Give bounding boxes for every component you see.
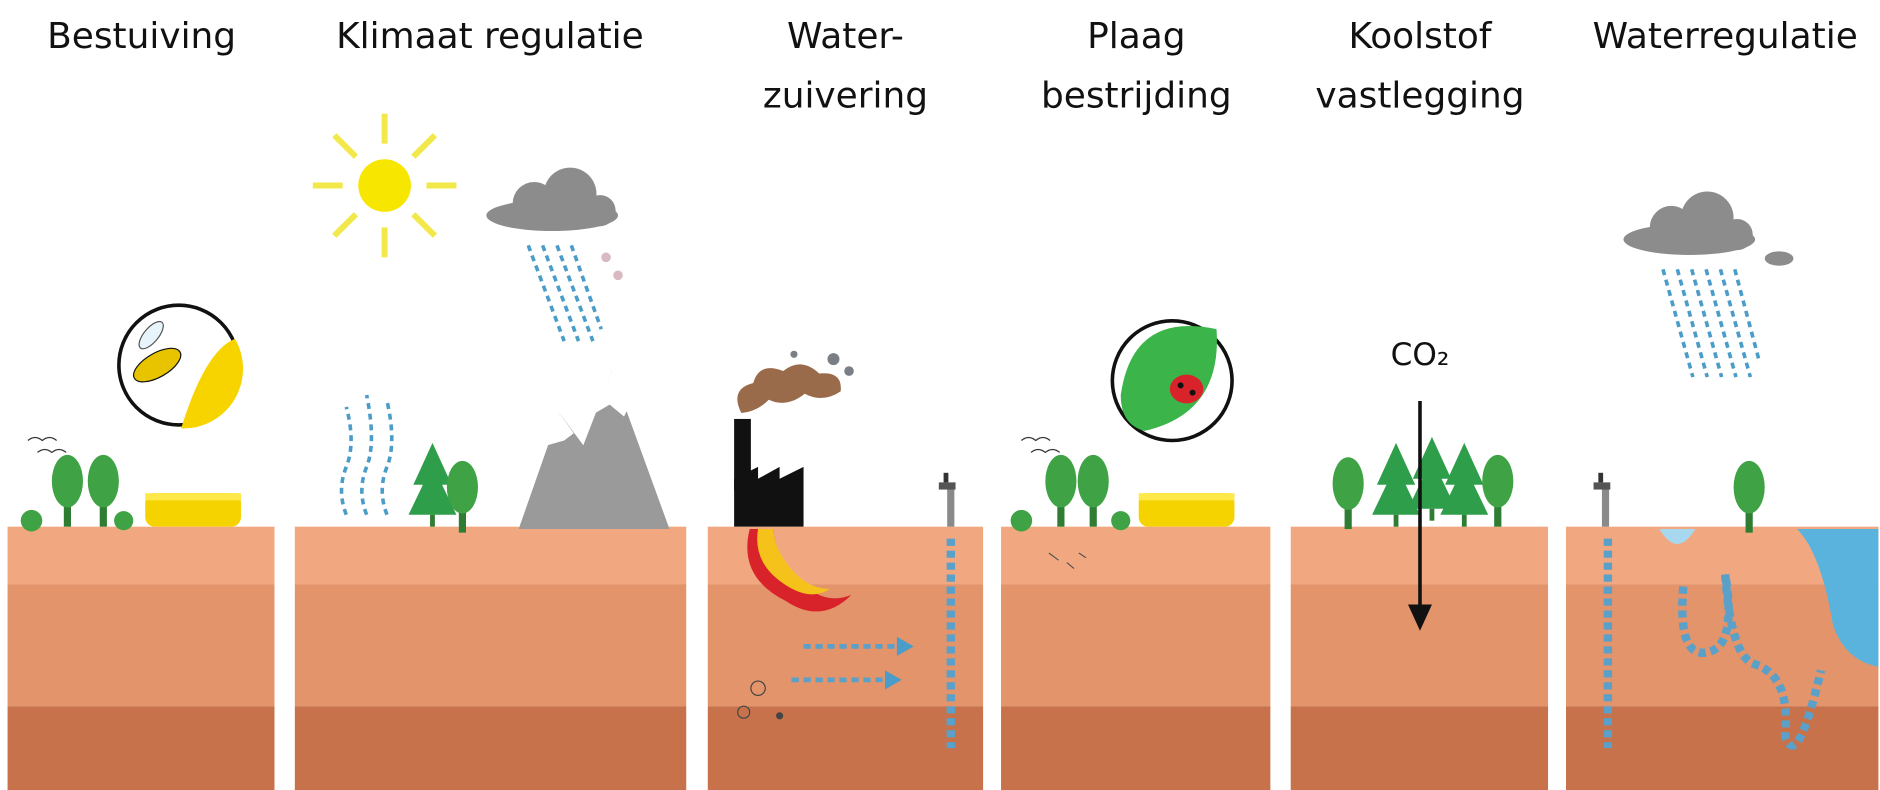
diagram: Bestuiving Klimaat regulatie Water-zuiveri… <box>0 0 1880 790</box>
illustration-shape <box>776 712 783 719</box>
co2-label: CO₂ <box>1391 337 1450 373</box>
illustration-shape <box>1333 457 1364 529</box>
illustration-shape <box>1078 455 1109 527</box>
illustration-shape <box>1011 510 1033 532</box>
soil-middle <box>1001 584 1270 706</box>
illustration-shape <box>1372 443 1420 527</box>
panel-title: vastlegging <box>1315 76 1524 117</box>
illustration-shape <box>734 467 803 527</box>
illustration-shape <box>1440 443 1488 527</box>
illustration-shape <box>358 159 411 212</box>
labels: Bestuiving Klimaat regulatie Water-zuiveri… <box>47 16 1858 373</box>
illustration-shape <box>1190 390 1196 396</box>
illustration-shape <box>145 493 241 527</box>
illustration-shape <box>1623 192 1755 255</box>
illustration-shape <box>334 214 356 236</box>
panel-title: Plaag <box>1087 16 1185 57</box>
illustration-shape <box>1170 375 1204 404</box>
illustration-shape <box>8 527 1879 790</box>
panel-title: Water- <box>787 16 904 57</box>
illustration-shape <box>1734 461 1765 533</box>
illustration-shape <box>737 364 841 413</box>
illustration-shape <box>1663 269 1759 377</box>
illustration-shape <box>114 511 133 530</box>
soil-top <box>1001 527 1270 584</box>
illustration-shape <box>413 135 435 157</box>
soil-bottom <box>8 706 275 790</box>
soil-top <box>8 527 275 584</box>
soil-middle <box>8 584 275 706</box>
soil-bottom <box>1001 706 1270 790</box>
pollination-scene <box>21 305 243 531</box>
ground <box>8 527 1879 790</box>
soil-middle <box>295 584 686 706</box>
illustration-shape <box>342 395 392 515</box>
illustration-shape <box>939 473 956 527</box>
panel-title: Waterregulatie <box>1593 16 1858 57</box>
illustration-shape <box>447 461 478 533</box>
illustration-shape <box>528 245 601 341</box>
illustration-shape <box>21 510 43 532</box>
illustration-shape <box>827 353 839 365</box>
illustration-shape <box>601 253 611 263</box>
illustration-shape <box>613 271 623 281</box>
illustration-shape <box>28 437 66 452</box>
panel-title: Klimaat regulatie <box>336 16 644 57</box>
illustration-shape <box>52 455 83 527</box>
illustration-shape <box>1482 455 1513 527</box>
panel-title: bestrijding <box>1041 76 1232 117</box>
illustration-shape <box>1594 473 1611 527</box>
climate-scene <box>313 114 670 533</box>
illustration-shape <box>790 351 797 358</box>
soil-bottom <box>295 706 686 790</box>
soil-bottom <box>1291 706 1548 790</box>
panel-title: Bestuiving <box>47 16 236 57</box>
panel-title: Koolstof <box>1348 16 1492 57</box>
illustration-shape <box>486 168 618 231</box>
panel-title: zuivering <box>763 76 928 117</box>
illustration-shape <box>844 366 854 376</box>
illustration-shape <box>1765 251 1794 265</box>
illustration-shape <box>1139 493 1235 527</box>
soil-top <box>295 527 686 584</box>
illustration-shape <box>519 371 670 529</box>
soil-bottom <box>1566 706 1878 790</box>
soil-bottom <box>708 706 983 790</box>
page: Bestuiving Klimaat regulatie Water-zuiveri… <box>0 0 1880 790</box>
illustration-shape <box>413 214 435 236</box>
illustration-shape <box>1178 382 1184 388</box>
illustration-shape <box>88 455 119 527</box>
illustration-shape <box>1111 511 1130 530</box>
illustration-shape <box>1045 455 1076 527</box>
illustration-shape <box>334 135 356 157</box>
illustration-shape <box>1021 437 1059 452</box>
